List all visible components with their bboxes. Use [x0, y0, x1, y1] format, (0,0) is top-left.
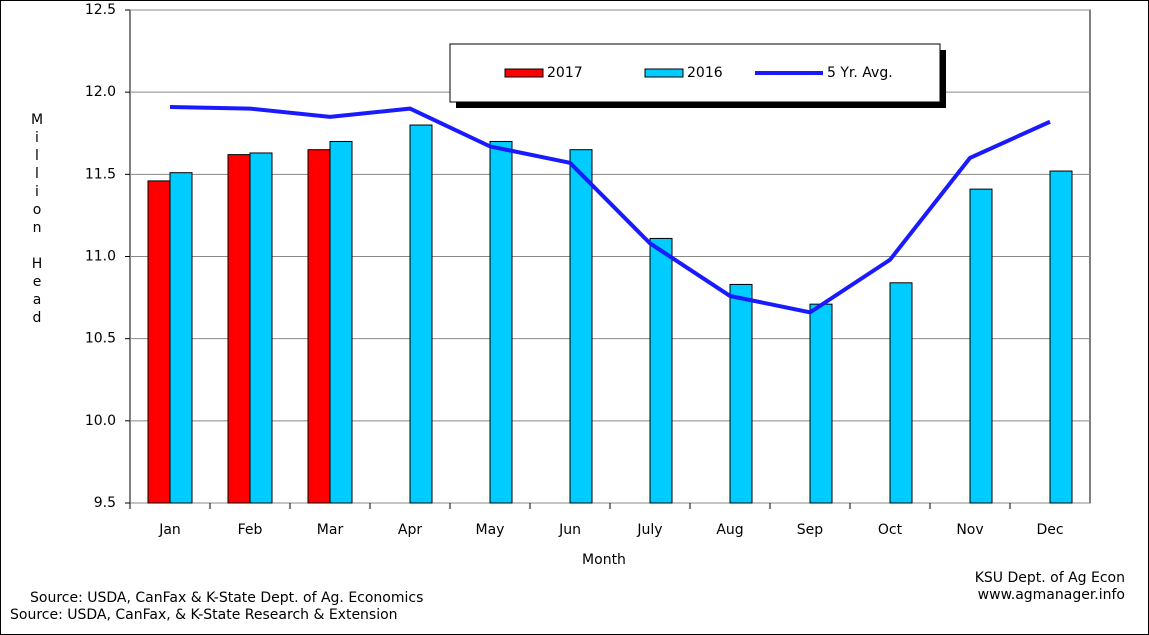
bar: [169, 172, 193, 504]
x-tick-label: Aug: [716, 522, 743, 538]
line: [169, 104, 1051, 315]
bar: [249, 152, 273, 504]
x-tick-label: Oct: [878, 522, 903, 538]
y-tick-label: 12.5: [85, 2, 116, 18]
bar: [1049, 170, 1073, 504]
bar: [809, 303, 833, 504]
bar: [329, 140, 353, 504]
bar: [489, 140, 513, 504]
x-tick-label: Feb: [238, 522, 263, 538]
legend-label: 2016: [687, 65, 723, 81]
bar: [569, 149, 593, 504]
x-tick-label: July: [636, 522, 662, 538]
y-axis-label: Million Head: [29, 112, 45, 328]
legend-label: 5 Yr. Avg.: [827, 65, 893, 81]
x-tick-label: May: [476, 522, 505, 538]
bar: [227, 154, 251, 504]
x-tick-label: Jan: [158, 522, 181, 538]
bar: [729, 283, 753, 504]
x-tick-label: Sep: [797, 522, 824, 538]
y-tick-label: 12.0: [85, 84, 116, 100]
bar: [889, 282, 913, 504]
y-tick-label: 10.5: [85, 331, 116, 347]
x-axis-label: Month: [582, 552, 626, 568]
legend-label: 2017: [547, 65, 583, 81]
x-tick-label: Dec: [1036, 522, 1063, 538]
y-tick-label: 9.5: [94, 495, 116, 511]
x-tick-label: Jun: [558, 522, 581, 538]
y-tick-label: 11.0: [85, 249, 116, 265]
bar: [969, 188, 993, 504]
y-tick-label: 11.5: [85, 166, 116, 182]
annotation: Source: USDA, CanFax & K-State Dept. of …: [30, 590, 423, 606]
y-tick-label: 10.0: [85, 413, 116, 429]
annotation: KSU Dept. of Ag Econ: [975, 570, 1125, 586]
x-tick-label: Nov: [956, 522, 983, 538]
bar: [409, 124, 433, 504]
x-tick-label: Apr: [398, 522, 422, 538]
annotation: www.agmanager.info: [978, 587, 1125, 603]
x-tick-label: Mar: [317, 522, 344, 538]
annotation: Source: USDA, CanFax, & K-State Research…: [10, 607, 398, 623]
legend-swatch: [644, 68, 684, 78]
bar: [307, 149, 331, 504]
bar: [147, 180, 171, 504]
bar: [649, 237, 673, 504]
legend-swatch: [504, 68, 544, 78]
